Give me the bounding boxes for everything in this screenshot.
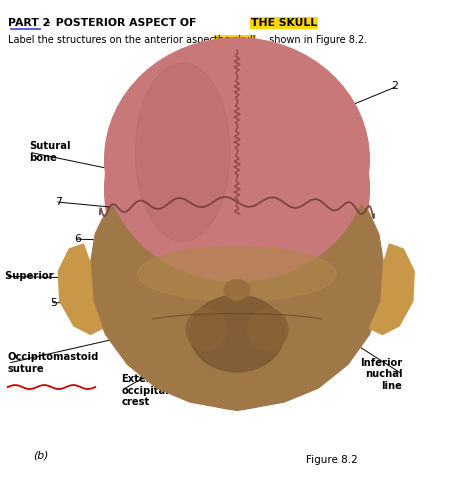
Text: Occipitomastoid
suture: Occipitomastoid suture [8, 353, 99, 374]
Ellipse shape [186, 308, 227, 351]
Polygon shape [369, 244, 414, 335]
Polygon shape [91, 172, 383, 410]
Text: 4: 4 [228, 357, 235, 367]
Ellipse shape [105, 50, 369, 329]
Ellipse shape [136, 63, 230, 242]
Text: Superior nuchal line: Superior nuchal line [5, 271, 119, 281]
Text: shown in Figure 8.2.: shown in Figure 8.2. [266, 35, 367, 45]
Text: 5: 5 [50, 298, 57, 308]
Ellipse shape [224, 280, 250, 300]
Text: the skull: the skull [214, 35, 256, 45]
Polygon shape [58, 244, 102, 335]
Ellipse shape [138, 247, 336, 301]
Text: POSTERIOR ASPECT OF: POSTERIOR ASPECT OF [52, 18, 200, 28]
Text: Label the structures on the anterior aspect of: Label the structures on the anterior asp… [8, 35, 234, 45]
Text: Inferior
nuchal
line: Inferior nuchal line [360, 358, 402, 391]
Text: Sutural
bone: Sutural bone [29, 141, 71, 163]
Ellipse shape [190, 295, 284, 372]
Text: THE SKULL: THE SKULL [251, 18, 317, 28]
Text: Figure 8.2: Figure 8.2 [306, 455, 357, 465]
Text: 1: 1 [255, 55, 262, 65]
Text: External
occipital
crest: External occipital crest [121, 374, 169, 407]
Ellipse shape [105, 38, 369, 281]
Text: 6: 6 [74, 234, 81, 244]
Text: (b): (b) [33, 450, 48, 460]
Text: 7: 7 [55, 197, 62, 207]
Ellipse shape [128, 80, 232, 279]
Text: –: – [45, 18, 50, 28]
Text: 2: 2 [391, 81, 398, 91]
Ellipse shape [247, 308, 288, 351]
Text: 3: 3 [404, 298, 411, 308]
Text: PART 2: PART 2 [8, 18, 50, 28]
